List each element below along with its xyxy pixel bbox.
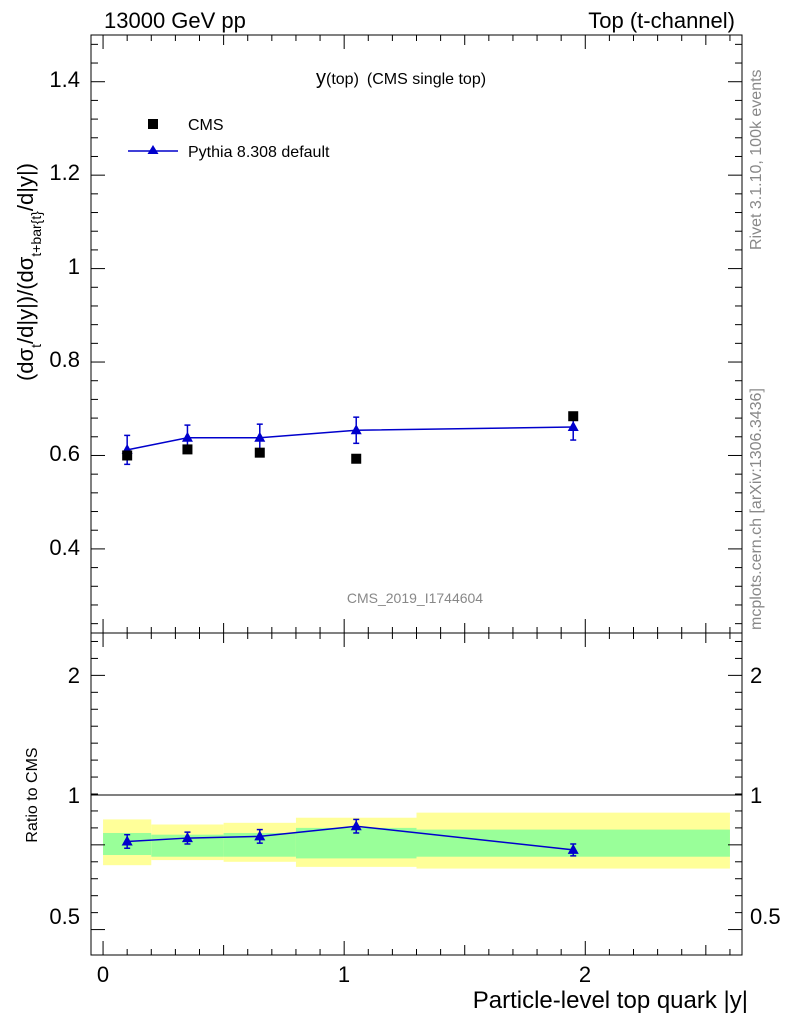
header-left: 13000 GeV pp	[104, 8, 246, 33]
mcplots-citation-text: mcplots.cern.ch [arXiv:1306.3436]	[748, 388, 765, 630]
ratio-y-tick-label-1: 1	[68, 783, 80, 808]
ratio-point-1	[181, 832, 193, 843]
x-axis-label: Particle-level top quark |y|	[473, 987, 748, 1014]
ratio-y-tick-label-2: 2	[68, 663, 80, 688]
legend-pythia-label: Pythia 8.308 default	[188, 144, 330, 161]
ratio-point-2	[254, 830, 266, 841]
ratio-y-tick-label-right-1: 1	[750, 783, 762, 808]
pythia-series-line	[127, 426, 574, 451]
cms-point-0	[122, 450, 133, 461]
y-tick-label-1.2: 1.2	[49, 160, 80, 185]
plot-title: y(top) (CMS single top)	[316, 67, 486, 89]
ratio-y-tick-label-0.5: 0.5	[49, 904, 80, 929]
ratio-point-3	[350, 820, 362, 831]
ratio-point-0	[121, 835, 133, 846]
x-tick-label-1: 1	[338, 962, 350, 987]
cms-point-1	[182, 444, 193, 455]
ratio-y-tick-labels: 0.5 1 2 0.5 1 2	[49, 663, 780, 929]
y-axis-label: (dσt/d|y|)/(dσt+bar{t}/d|y|)	[13, 163, 44, 381]
legend-cms-marker	[148, 119, 158, 129]
pythia-point-1	[181, 431, 193, 442]
y-tick-label-1: 1	[68, 254, 80, 279]
ratio-y-tick-label-right-2: 2	[750, 663, 762, 688]
ratio-y-tick-label-right-0.5: 0.5	[750, 904, 781, 929]
ratio-uncertainty-bands	[103, 812, 730, 869]
y-tick-label-0.8: 0.8	[49, 347, 80, 372]
legend-cms-label: CMS	[188, 117, 224, 134]
header-right: Top (t-channel)	[588, 8, 735, 33]
ratio-plot-frame	[90, 632, 743, 956]
analysis-watermark: CMS_2019_I1744604	[347, 590, 483, 606]
ratio-band-inner-1	[151, 834, 224, 857]
pythia-point-4	[567, 420, 579, 431]
data-marks	[121, 411, 579, 857]
cms-point-4	[568, 411, 579, 422]
ratio-band-inner-2	[223, 832, 296, 857]
axis-ticks	[91, 35, 742, 955]
x-tick-label-2: 2	[579, 962, 591, 987]
legend-pythia-marker	[147, 145, 159, 154]
cms-point-2	[254, 447, 265, 458]
x-tick-labels: 0 1 2	[97, 962, 591, 987]
ratio-point-4	[567, 843, 579, 854]
y-tick-label-0.6: 0.6	[49, 441, 80, 466]
main-y-tick-labels: 0.4 0.6 0.8 1 1.2 1.4	[49, 67, 80, 560]
pythia-point-3	[350, 424, 362, 435]
cms-point-3	[351, 453, 362, 464]
y-tick-label-1.4: 1.4	[49, 67, 80, 92]
rivet-version-text: Rivet 3.1.10, 100k events	[748, 69, 765, 250]
y-tick-label-0.4: 0.4	[49, 535, 80, 560]
x-tick-label-0: 0	[97, 962, 109, 987]
pythia-point-2	[254, 431, 266, 442]
legend: CMS Pythia 8.308 default	[128, 117, 330, 161]
ratio-y-axis-label: Ratio to CMS	[24, 747, 41, 842]
